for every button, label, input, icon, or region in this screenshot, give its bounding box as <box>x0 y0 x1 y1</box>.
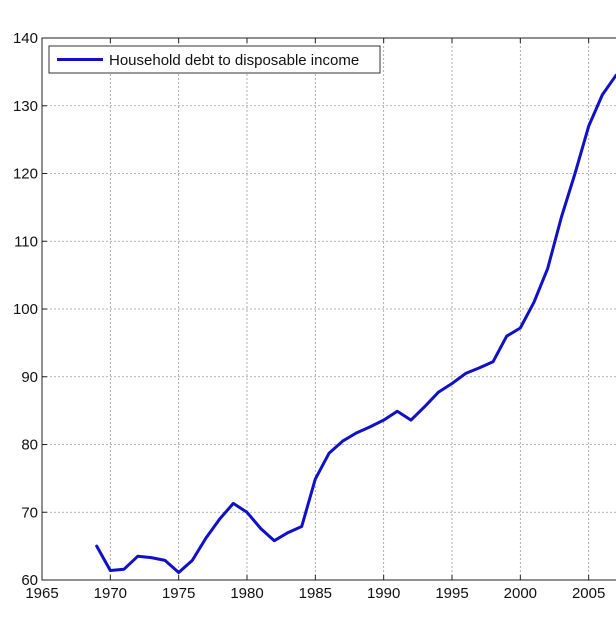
plot-frame <box>41 37 616 581</box>
tick-labels: 1965 1970 1975 1980 1985 1990 1995 2000 2005 60 70… <box>13 30 605 602</box>
series-layer <box>95 73 616 574</box>
x-tick-label: 1990 <box>367 585 400 602</box>
legend: Household debt to disposable income <box>48 45 381 74</box>
x-tick-label: 1980 <box>230 585 263 602</box>
axis-ticks <box>41 37 590 581</box>
y-tick-label: 60 <box>21 572 38 589</box>
legend-label: Household debt to disposable income <box>109 52 359 69</box>
y-tick-label: 130 <box>13 98 38 115</box>
y-tick-label: 80 <box>21 437 38 454</box>
x-tick-label: 1985 <box>299 585 332 602</box>
x-tick-label: 2000 <box>504 585 537 602</box>
y-tick-label: 70 <box>21 504 38 521</box>
x-tick-label: 1995 <box>435 585 468 602</box>
y-tick-label: 110 <box>14 233 38 250</box>
series-line <box>95 73 616 574</box>
x-tick-label: 1970 <box>94 585 127 602</box>
x-tick-label: 1975 <box>162 585 195 602</box>
x-tick-label: 2005 <box>572 585 605 602</box>
y-tick-label: 100 <box>13 301 38 318</box>
y-tick-label: 140 <box>13 30 38 47</box>
legend-box <box>48 45 381 74</box>
y-tick-label: 90 <box>21 369 38 386</box>
y-tick-label: 120 <box>13 166 38 183</box>
x-tick-label: 1965 <box>25 585 58 602</box>
